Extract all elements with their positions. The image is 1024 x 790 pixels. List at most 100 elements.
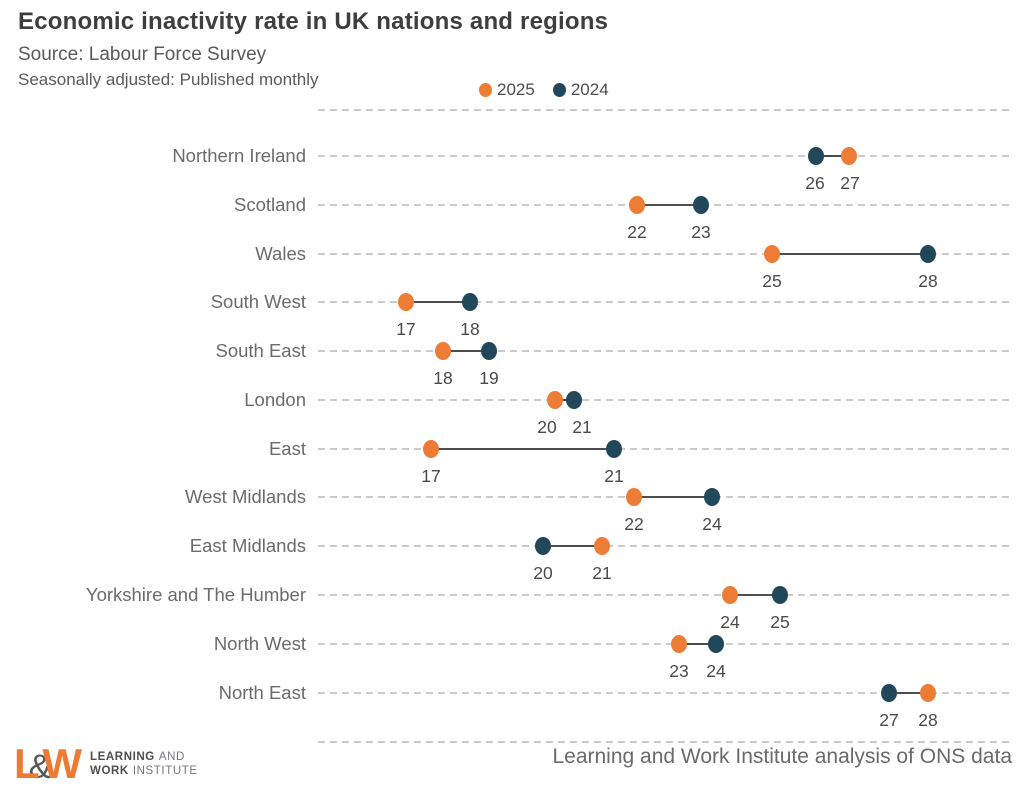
source-line: Source: Labour Force Survey bbox=[18, 44, 267, 65]
value-label-2024: 25 bbox=[770, 612, 790, 632]
marker-2024 bbox=[693, 196, 709, 214]
legend-item-2024: 2024 bbox=[552, 80, 609, 100]
value-label-2024: 27 bbox=[879, 710, 899, 730]
marker-2024 bbox=[704, 488, 720, 506]
dumbbell-connector bbox=[730, 594, 780, 596]
row-label: South West bbox=[210, 291, 306, 312]
value-label-2024: 26 bbox=[805, 173, 825, 193]
legend-2025-dot-icon bbox=[479, 83, 492, 97]
row-label: Wales bbox=[255, 243, 306, 264]
row-label: East bbox=[268, 438, 306, 459]
row-gridline bbox=[318, 350, 1012, 352]
marker-2025 bbox=[398, 293, 414, 311]
legend: 2025 2024 bbox=[479, 80, 609, 100]
value-label-2024: 24 bbox=[706, 661, 726, 681]
boundary-gridline bbox=[318, 109, 1012, 111]
legend-item-2025: 2025 bbox=[479, 80, 535, 100]
row-label: Scotland bbox=[234, 194, 306, 215]
row-gridline bbox=[318, 399, 1012, 401]
marker-2025 bbox=[671, 635, 687, 653]
row-label: North East bbox=[218, 682, 306, 703]
dumbbell-connector bbox=[889, 692, 928, 694]
dumbbell-connector bbox=[555, 399, 574, 401]
dumbbell-connector bbox=[772, 253, 928, 255]
dumbbell-connector bbox=[634, 496, 712, 498]
legend-2024-label: 2024 bbox=[570, 80, 609, 99]
value-label-2025: 27 bbox=[840, 173, 860, 193]
marker-2025 bbox=[841, 147, 857, 165]
value-label-2025: 25 bbox=[762, 271, 782, 291]
row-label: North West bbox=[213, 633, 306, 654]
value-label-2025: 20 bbox=[537, 417, 557, 437]
marker-2025 bbox=[594, 537, 610, 555]
boundary-gridline bbox=[318, 741, 1012, 743]
marker-2025 bbox=[629, 196, 645, 214]
page-title: Economic inactivity rate in UK nations a… bbox=[18, 8, 609, 35]
row-gridline bbox=[318, 545, 1012, 547]
row-label: Northern Ireland bbox=[172, 145, 306, 166]
row-gridline bbox=[318, 155, 1012, 157]
row-gridline bbox=[318, 643, 1012, 645]
row-gridline bbox=[318, 253, 1012, 255]
value-label-2025: 18 bbox=[433, 368, 453, 388]
value-label-2024: 24 bbox=[702, 514, 722, 534]
logo-ampersand: & bbox=[28, 748, 52, 786]
marker-2024 bbox=[808, 147, 824, 165]
dumbbell-connector bbox=[543, 545, 602, 547]
marker-2024 bbox=[481, 342, 497, 360]
row-gridline bbox=[318, 301, 1012, 303]
logo-text-line2: WORK INSTITUTE bbox=[90, 765, 198, 777]
row-label: South East bbox=[215, 340, 306, 361]
dumbbell-connector bbox=[637, 204, 701, 206]
row-label: West Midlands bbox=[185, 486, 306, 507]
marker-2024 bbox=[772, 586, 788, 604]
legend-2025-label: 2025 bbox=[497, 80, 535, 99]
legend-2024-dot-icon bbox=[552, 83, 566, 97]
dumbbell-connector bbox=[679, 643, 716, 645]
value-label-2025: 21 bbox=[592, 563, 612, 583]
marker-2025 bbox=[722, 586, 738, 604]
marker-2024 bbox=[920, 245, 936, 263]
value-label-2024: 23 bbox=[691, 222, 711, 242]
marker-2024 bbox=[708, 635, 724, 653]
value-label-2025: 22 bbox=[627, 222, 647, 242]
value-label-2024: 21 bbox=[604, 466, 624, 486]
value-label-2024: 20 bbox=[533, 563, 553, 583]
value-label-2025: 24 bbox=[720, 612, 740, 632]
value-label-2025: 28 bbox=[918, 710, 938, 730]
marker-2024 bbox=[606, 440, 622, 458]
row-gridline bbox=[318, 692, 1012, 694]
marker-2025 bbox=[423, 440, 439, 458]
value-label-2025: 23 bbox=[669, 661, 689, 681]
dumbbell-connector bbox=[443, 350, 489, 352]
marker-2025 bbox=[626, 488, 642, 506]
value-label-2024: 21 bbox=[572, 417, 592, 437]
marker-2024 bbox=[881, 684, 897, 702]
logo-text-line1: LEARNING AND bbox=[90, 751, 185, 763]
marker-2025 bbox=[764, 245, 780, 263]
dumbbell-connector bbox=[406, 301, 470, 303]
value-label-2024: 18 bbox=[460, 319, 480, 339]
marker-2025 bbox=[435, 342, 451, 360]
marker-2024 bbox=[462, 293, 478, 311]
value-label-2025: 17 bbox=[396, 319, 416, 339]
row-label: Yorkshire and The Humber bbox=[85, 584, 306, 605]
dumbbell-connector bbox=[431, 448, 614, 450]
row-gridline bbox=[318, 448, 1012, 450]
marker-2024 bbox=[566, 391, 582, 409]
value-label-2025: 22 bbox=[624, 514, 644, 534]
marker-2024 bbox=[535, 537, 551, 555]
marker-2025 bbox=[547, 391, 563, 409]
attribution: Learning and Work Institute analysis of … bbox=[552, 745, 1012, 768]
marker-2025 bbox=[920, 684, 936, 702]
lw-logo-mark: L & W bbox=[14, 740, 82, 788]
logo-letter-l: L bbox=[14, 740, 40, 787]
row-label: East Midlands bbox=[189, 535, 306, 556]
row-gridline bbox=[318, 594, 1012, 596]
value-label-2025: 17 bbox=[421, 466, 441, 486]
logo-letter-w: W bbox=[42, 740, 82, 787]
value-label-2024: 19 bbox=[479, 368, 499, 388]
value-label-2024: 28 bbox=[918, 271, 938, 291]
lw-logo-text: LEARNING AND WORK INSTITUTE bbox=[90, 750, 198, 778]
